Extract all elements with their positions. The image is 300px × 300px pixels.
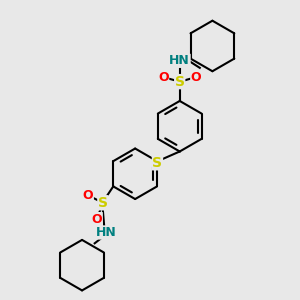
Text: O: O <box>191 71 201 84</box>
Text: HN: HN <box>169 54 190 67</box>
Text: O: O <box>92 213 102 226</box>
Text: O: O <box>158 71 169 84</box>
Text: HN: HN <box>95 226 116 239</box>
Text: S: S <box>152 156 162 170</box>
Text: S: S <box>98 196 108 210</box>
Text: S: S <box>175 75 185 88</box>
Text: O: O <box>83 189 93 202</box>
